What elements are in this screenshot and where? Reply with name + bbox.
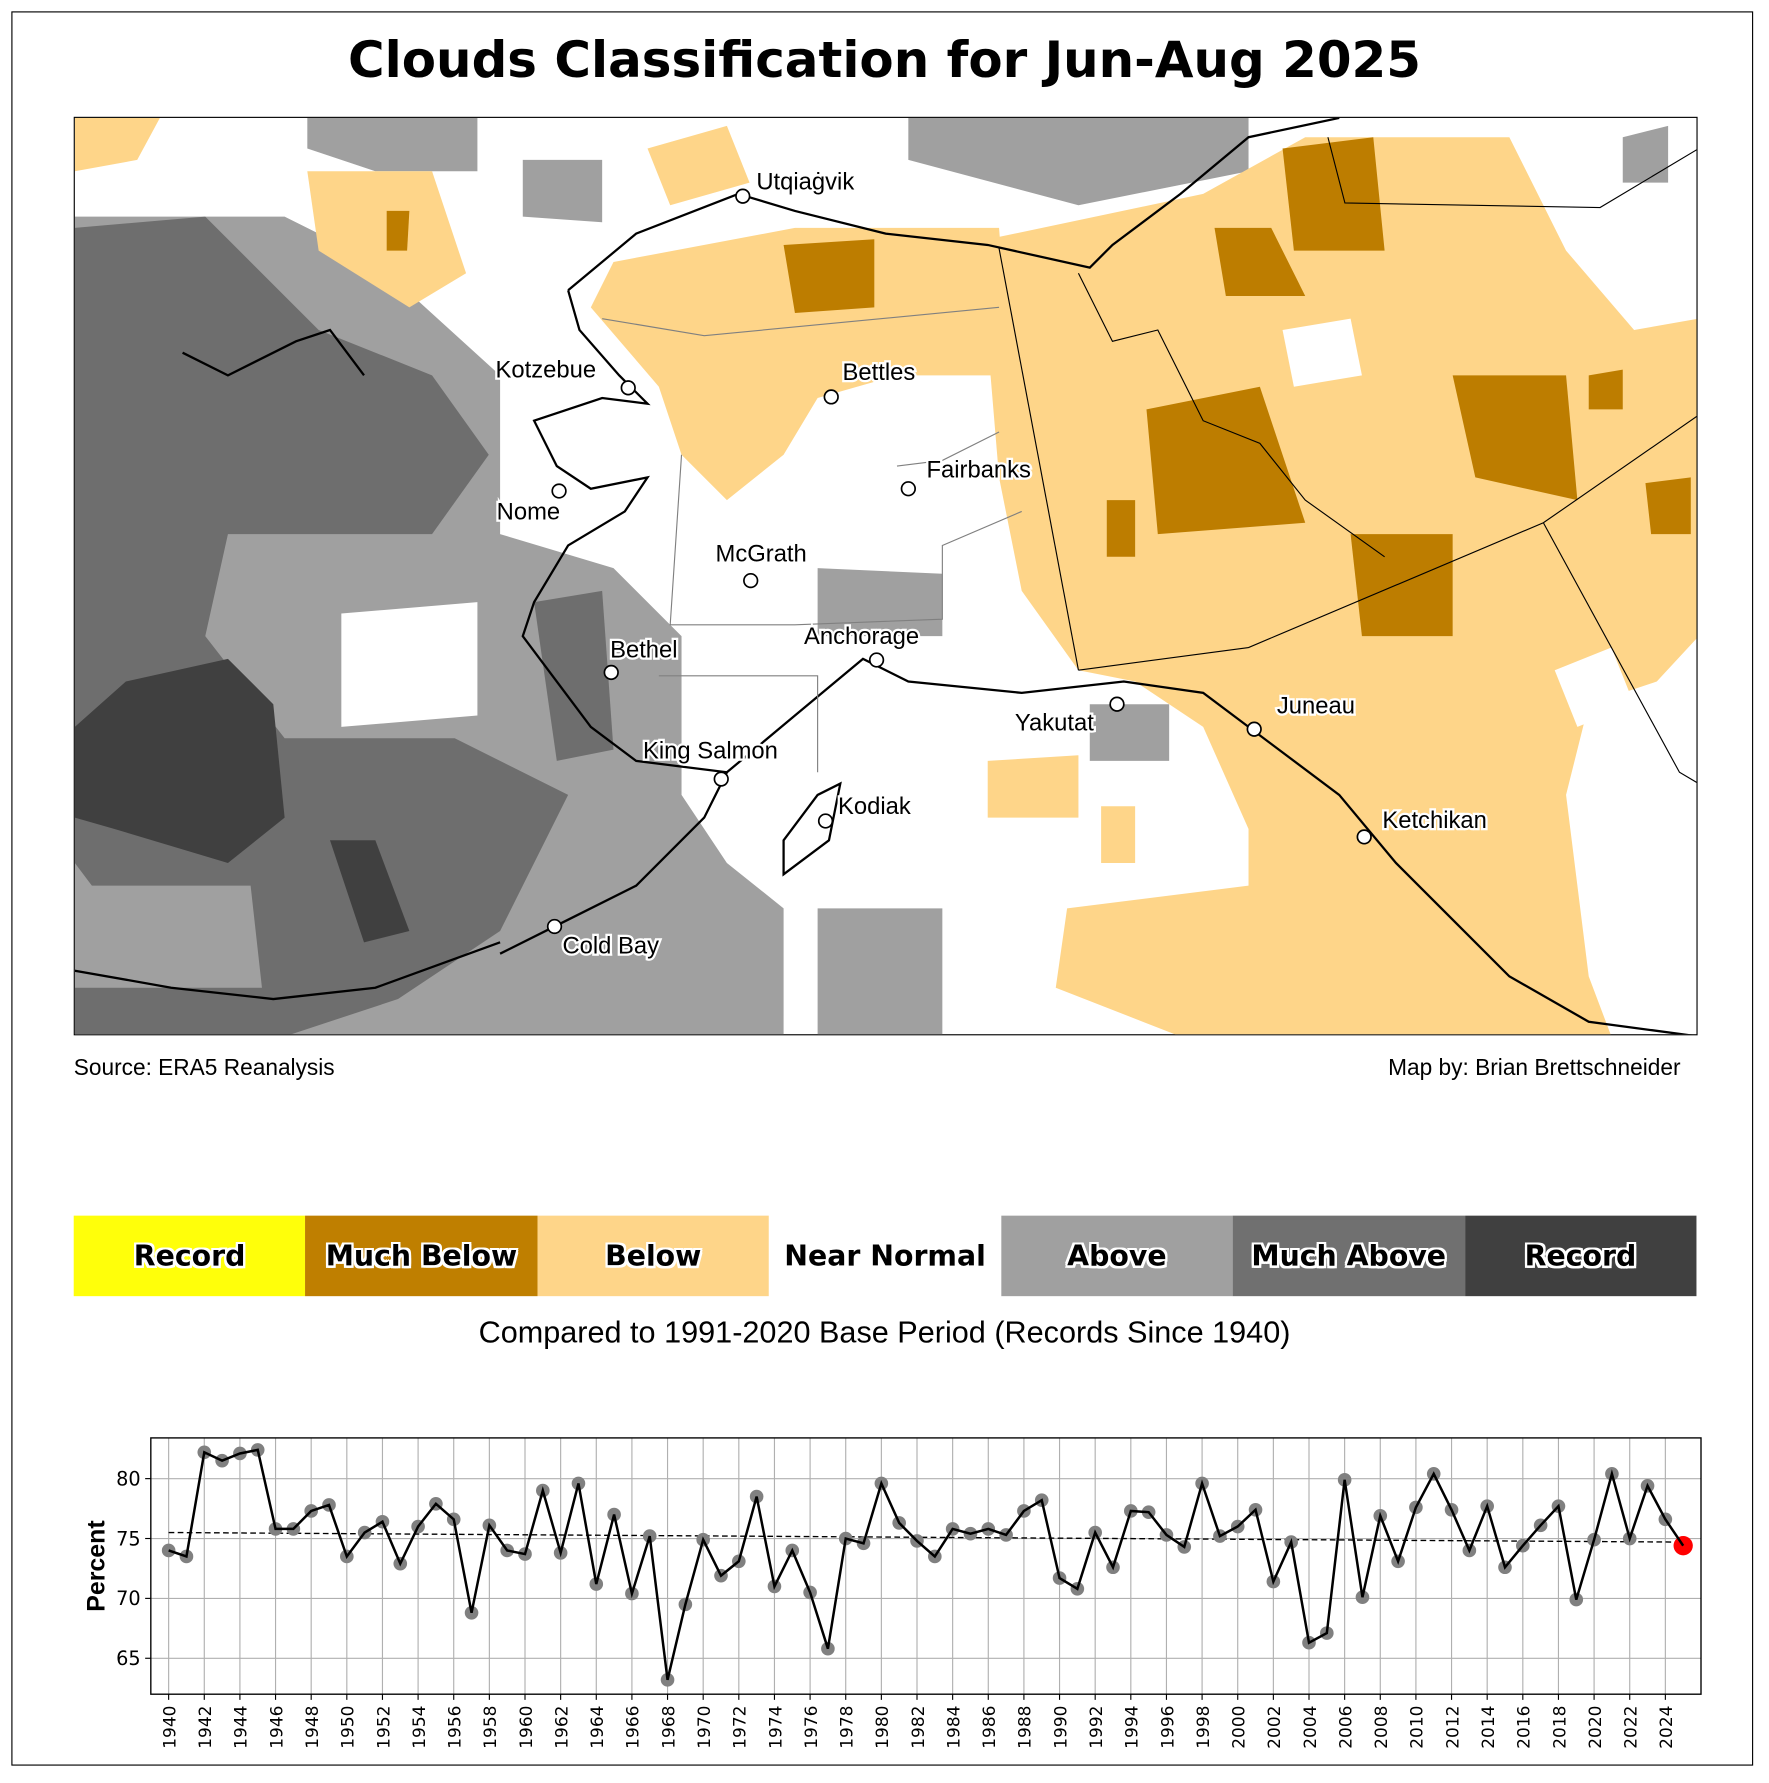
city-marker-ketchikan [1356, 829, 1372, 845]
figure-frame [11, 11, 1754, 1766]
legend-above: Above [1000, 1215, 1233, 1297]
near-normal-holes [341, 318, 1635, 727]
city-label: Kotzebue [496, 357, 597, 384]
city-marker-fairbanks [900, 481, 916, 497]
city-markers [546, 188, 1372, 935]
city-marker-utqiagvik [735, 188, 751, 204]
city-marker-nome [551, 483, 567, 499]
city-label: Fairbanks [926, 456, 1031, 483]
legend-below: Below [537, 1215, 770, 1297]
legend-record-below: Record [73, 1215, 306, 1297]
city-label: Bettles [843, 359, 916, 386]
city-marker-bethel [603, 664, 619, 681]
page-title: Clouds Classification for Jun-Aug 2025 [348, 31, 1421, 90]
city-marker-kotzebue [620, 380, 636, 396]
much-below-region [386, 137, 1691, 637]
legend-much-below: Much Below [305, 1215, 538, 1297]
city-labels: Utqiaġvik Kotzebue Bettles Nome Fairbank… [493, 166, 1489, 962]
city-marker-bettles [823, 389, 839, 405]
city-marker-anchorage [868, 652, 885, 668]
city-marker-juneau [1246, 721, 1262, 737]
city-label: Kodiak [838, 793, 911, 820]
alaska-map: Utqiaġvik Kotzebue Bettles Nome Fairbank… [73, 116, 1698, 1036]
city-marker-cold-bay [546, 918, 563, 935]
credit-note: Map by: Brian Brettschneider [1388, 1055, 1681, 1081]
city-marker-king-salmon [713, 771, 729, 787]
city-label: Cold Bay [562, 933, 659, 960]
city-label: McGrath [716, 540, 807, 567]
city-marker-yakutat [1109, 696, 1125, 712]
base-period-note: Compared to 1991-2020 Base Period (Recor… [478, 1315, 1291, 1350]
city-label: Juneau [1277, 692, 1355, 719]
city-label: Anchorage [804, 623, 919, 650]
city-label: King Salmon [643, 738, 778, 765]
legend-near-normal: Near Normal [769, 1215, 1001, 1297]
classification-legend: Record Much Below Below Near Normal Abov… [73, 1215, 1697, 1297]
city-marker-kodiak [817, 813, 834, 829]
source-note: Source: ERA5 Reanalysis [73, 1055, 335, 1081]
map-canvas: Utqiaġvik Kotzebue Bettles Nome Fairbank… [74, 117, 1697, 1035]
city-label: Bethel [610, 637, 677, 664]
city-label: Yakutat [1015, 709, 1094, 736]
city-marker-mcgrath [743, 572, 759, 589]
borders [998, 137, 1697, 783]
city-label: Ketchikan [1382, 807, 1487, 834]
region-borders [602, 306, 1022, 773]
city-label: Utqiaġvik [756, 168, 854, 195]
legend-record-above: Record [1464, 1215, 1697, 1297]
city-label: Nome [497, 498, 560, 525]
legend-much-above: Much Above [1232, 1215, 1465, 1297]
record-above-region [74, 658, 410, 943]
below-region [74, 117, 1697, 1035]
